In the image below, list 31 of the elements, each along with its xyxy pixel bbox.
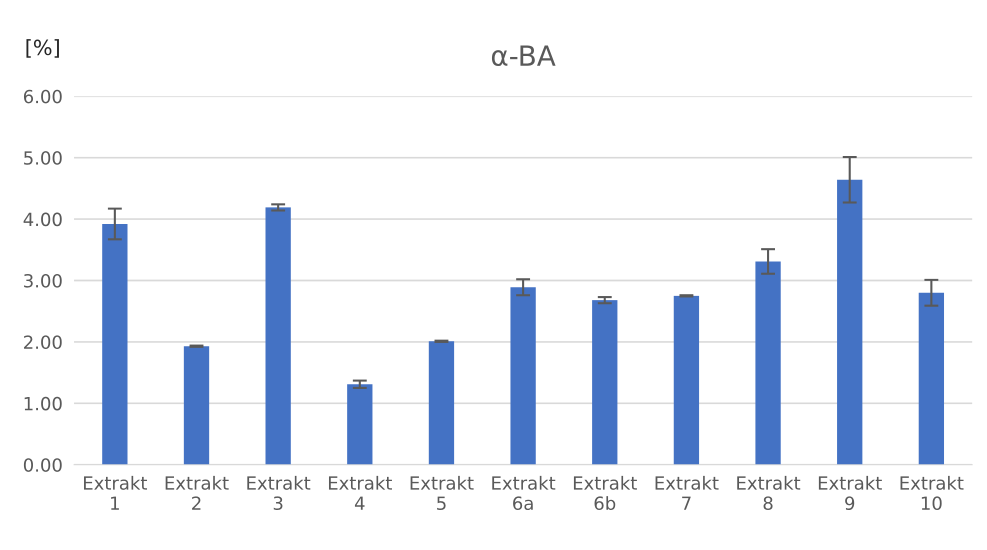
x-tick-label: Extrakt 4 xyxy=(328,476,392,510)
y-tick-label: 1.00 xyxy=(24,396,62,410)
x-tick-label: Extrakt 1 xyxy=(84,476,148,510)
bar xyxy=(674,296,700,465)
x-tick-label: Extrakt 5 xyxy=(410,476,474,510)
y-tick-label: 3.00 xyxy=(24,274,62,288)
bar xyxy=(266,207,291,465)
y-tick-label: 6.00 xyxy=(24,90,62,104)
bar xyxy=(592,300,618,465)
y-tick-label: 5.00 xyxy=(24,151,62,165)
bar xyxy=(755,261,781,465)
bar xyxy=(428,341,454,465)
y-axis-title: [%] xyxy=(26,39,59,58)
x-tick-label: Extrakt 2 xyxy=(166,476,229,510)
y-tick-label: 0.00 xyxy=(24,458,62,472)
bar xyxy=(510,287,536,465)
x-tick-label: Extrakt 6b xyxy=(574,476,637,510)
bar xyxy=(102,224,128,465)
bar xyxy=(184,346,210,465)
chart-title: α-BA xyxy=(492,45,556,66)
x-tick-label: Extrakt 6a xyxy=(492,476,556,510)
x-tick-label: Extrakt 8 xyxy=(737,476,800,510)
x-tick-label: Extrakt 7 xyxy=(656,476,719,510)
bar xyxy=(837,180,862,465)
x-tick-label: Extrakt 10 xyxy=(900,476,964,510)
bar xyxy=(918,292,944,465)
x-tick-label: Extrakt 3 xyxy=(247,476,310,510)
bar xyxy=(347,384,372,465)
y-tick-label: 2.00 xyxy=(24,335,62,350)
x-tick-label: Extrakt 9 xyxy=(818,476,882,510)
y-tick-label: 4.00 xyxy=(24,212,62,226)
